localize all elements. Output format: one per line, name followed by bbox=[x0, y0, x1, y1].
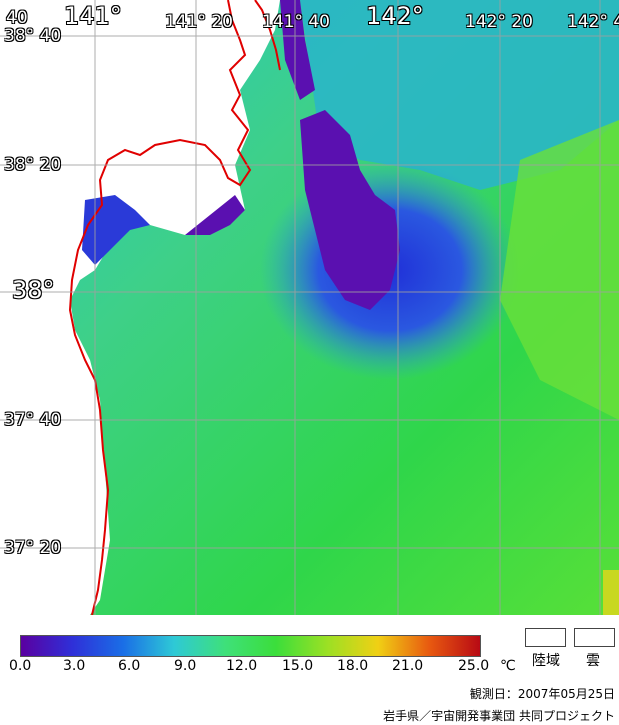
lon-label-142-40: 142° 4 bbox=[567, 12, 619, 32]
lon-label-142: 142° bbox=[366, 2, 424, 30]
coastline-north bbox=[254, 0, 281, 71]
land-area bbox=[0, 0, 280, 615]
colorbar-tick: 6.0 bbox=[118, 658, 141, 674]
northern-cool-water bbox=[300, 0, 619, 190]
cloud-legend-label: 雲 bbox=[586, 653, 600, 669]
colorbar-tick: 18.0 bbox=[337, 658, 369, 674]
coastline bbox=[68, 0, 252, 615]
land-legend-label: 陸域 bbox=[532, 653, 560, 669]
lon-label-141: 141° bbox=[64, 2, 122, 30]
sst-map bbox=[0, 0, 619, 615]
lon-label-142-20: 142° 20 bbox=[465, 12, 533, 32]
lat-label-38-20: 38° 20 bbox=[4, 155, 62, 175]
colorbar-tick: 9.0 bbox=[174, 658, 197, 674]
lat-label-38: 38° bbox=[12, 276, 55, 304]
colorbar-tick: 25.0 bbox=[458, 658, 490, 674]
graticule bbox=[0, 0, 619, 615]
colorbar-tick: 15.0 bbox=[282, 658, 314, 674]
colorbar-tick: 0.0 bbox=[9, 658, 32, 674]
observation-date: 観測日：2007年05月25日 bbox=[469, 687, 615, 701]
lat-label-37-40: 37° 40 bbox=[4, 410, 62, 430]
bay-cold-patch bbox=[185, 195, 245, 235]
lon-label-141-40: 141° 40 bbox=[262, 12, 330, 32]
credit-line: 岩手県／宇宙開発事業団 共同プロジェクト bbox=[383, 709, 615, 723]
cold-water-filament bbox=[280, 0, 315, 100]
warm-water-east bbox=[500, 120, 619, 420]
cloud-legend-swatch bbox=[574, 628, 615, 647]
temperature-colorbar bbox=[20, 635, 481, 657]
lat-label-40: 40 bbox=[6, 8, 28, 28]
lat-label-37-20: 37° 20 bbox=[4, 538, 62, 558]
temperature-unit: ℃ bbox=[500, 658, 516, 674]
coastal-cold-patch bbox=[82, 195, 150, 265]
warm-water-se bbox=[603, 570, 619, 615]
land-legend-swatch bbox=[525, 628, 566, 647]
lat-label-38-40: 38° 40 bbox=[4, 26, 62, 46]
colorbar-tick: 12.0 bbox=[226, 658, 258, 674]
colorbar-tick: 3.0 bbox=[63, 658, 86, 674]
colorbar-tick: 21.0 bbox=[392, 658, 424, 674]
lon-label-141-20: 141° 20 bbox=[165, 12, 233, 32]
coldest-water-tongue bbox=[300, 110, 400, 310]
